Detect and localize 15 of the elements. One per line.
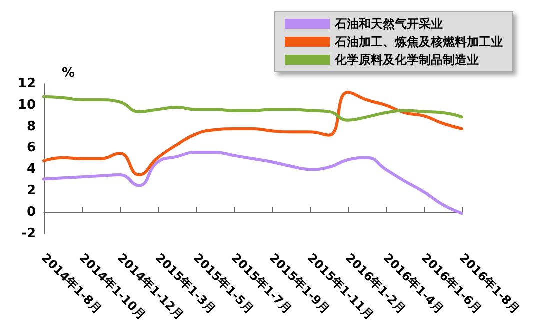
line-series [42, 150, 464, 215]
y-axis-title: % [62, 66, 76, 81]
y-tick-label: 4 [26, 162, 36, 178]
y-tick-label: 12 [18, 76, 36, 92]
line-series [42, 91, 464, 176]
y-tick-label: 10 [18, 98, 36, 113]
y-tick-label: 8 [26, 119, 36, 134]
legend-label: 化学原料及化学制品制造业 [334, 53, 479, 67]
y-tick-label: -2 [22, 226, 36, 242]
y-tick-label: 0 [26, 204, 36, 220]
line-series [42, 95, 464, 122]
y-tick-label: 2 [26, 184, 36, 199]
legend-label: 石油加工、炼焦及核燃料加工业 [334, 35, 503, 49]
legend-label: 石油和天然气开采业 [334, 17, 443, 31]
y-tick-label: 6 [26, 140, 36, 156]
